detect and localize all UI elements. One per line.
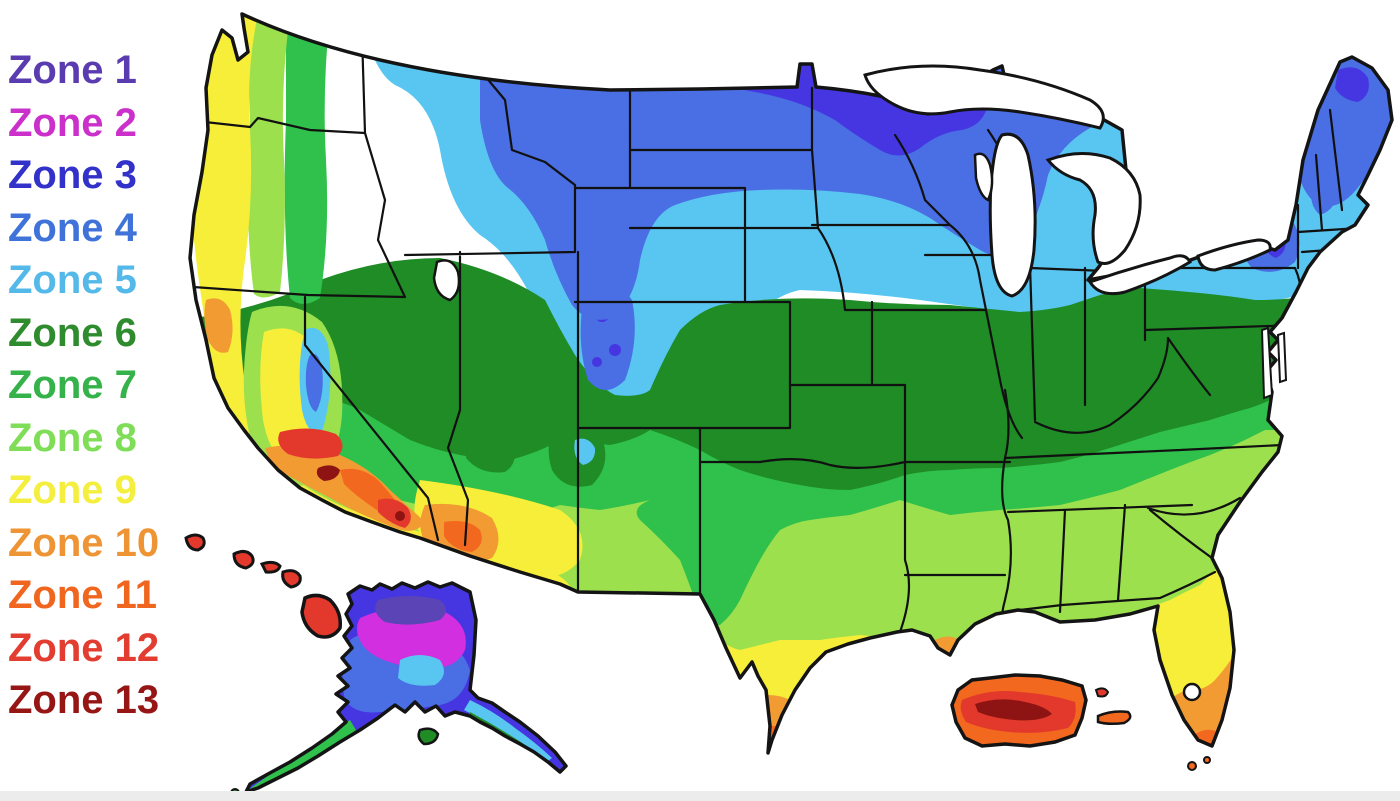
puerto-rico bbox=[950, 673, 1132, 748]
lake-huron bbox=[1045, 151, 1142, 265]
legend-item-zone-2: Zone 2 bbox=[8, 100, 137, 145]
alaska-zone2 bbox=[356, 607, 466, 669]
culebra-island bbox=[1094, 687, 1110, 698]
zone3-maine-core bbox=[1335, 67, 1369, 102]
legend-item-zone-3: Zone 3 bbox=[8, 153, 137, 197]
zone8-pnw-strip bbox=[246, 14, 290, 298]
lake-erie bbox=[1087, 254, 1192, 296]
hawaii-kauai bbox=[184, 533, 206, 552]
zone7-pnw-strip bbox=[284, 14, 330, 304]
zone13-san-diego-dot bbox=[395, 511, 405, 521]
green-bay bbox=[973, 152, 994, 202]
vieques-island bbox=[1096, 710, 1132, 726]
zone9-coast-strip bbox=[190, 14, 571, 596]
legend-item-zone-10: Zone 10 bbox=[8, 520, 160, 565]
zone3-colorado-dot bbox=[592, 357, 602, 367]
florida-keys-dot bbox=[1187, 761, 1197, 771]
legend-item-zone-13: Zone 13 bbox=[8, 678, 160, 722]
legend-item-zone-8: Zone 8 bbox=[8, 415, 137, 460]
mainland-outline bbox=[188, 12, 1394, 755]
hawaii-big-island bbox=[300, 593, 343, 639]
lake-michigan bbox=[988, 132, 1037, 298]
hawaii-oahu bbox=[232, 549, 255, 570]
zone3-colorado-dot bbox=[609, 344, 621, 356]
zone5-nm-core bbox=[574, 438, 596, 465]
state-borders bbox=[191, 33, 1362, 647]
puerto-rico-zone13 bbox=[975, 699, 1052, 721]
legend-item-zone-12: Zone 12 bbox=[8, 625, 160, 670]
alaska-zone5-patch bbox=[398, 655, 444, 686]
hawaii-molokai bbox=[259, 560, 282, 574]
legend-item-zone-5: Zone 5 bbox=[8, 258, 137, 302]
zone11-az-core bbox=[444, 521, 482, 552]
lake-ontario bbox=[1196, 238, 1272, 272]
zone12-santa-barbara bbox=[278, 428, 343, 459]
kodiak-island bbox=[417, 727, 440, 746]
great-lakes bbox=[432, 64, 1288, 702]
legend-item-zone-6: Zone 6 bbox=[8, 310, 137, 355]
zone11-florida-tip bbox=[1180, 729, 1225, 753]
great-salt-lake bbox=[432, 259, 461, 302]
alaska-zones bbox=[246, 582, 566, 792]
zone13-santa-barbara bbox=[316, 465, 340, 481]
florida-keys-dot bbox=[1203, 756, 1211, 764]
zone4-sierra-core bbox=[305, 353, 323, 412]
hawaii-maui bbox=[281, 569, 302, 589]
legend-item-zone-9: Zone 9 bbox=[8, 468, 137, 512]
footer-strip bbox=[0, 791, 1400, 801]
zone10-monterey-coast bbox=[204, 298, 233, 353]
alaska-zone1-oval bbox=[375, 596, 446, 625]
legend-item-zone-4: Zone 4 bbox=[8, 205, 137, 250]
lake-okeechobee bbox=[1182, 682, 1202, 702]
zone6-az-spot bbox=[466, 431, 515, 473]
lake-superior bbox=[863, 64, 1105, 130]
chesapeake-bay bbox=[1260, 326, 1288, 400]
legend-item-zone-1: Zone 1 bbox=[8, 48, 137, 92]
zone12-san-diego bbox=[378, 498, 411, 528]
alaska-outline bbox=[244, 580, 568, 794]
legend-item-zone-7: Zone 7 bbox=[8, 363, 137, 407]
legend-item-zone-11: Zone 11 bbox=[8, 573, 157, 617]
zone-legend: Zone 1 Zone 2 Zone 3 Zone 4 Zone 5 Zone … bbox=[8, 44, 159, 727]
hawaii bbox=[184, 533, 343, 639]
